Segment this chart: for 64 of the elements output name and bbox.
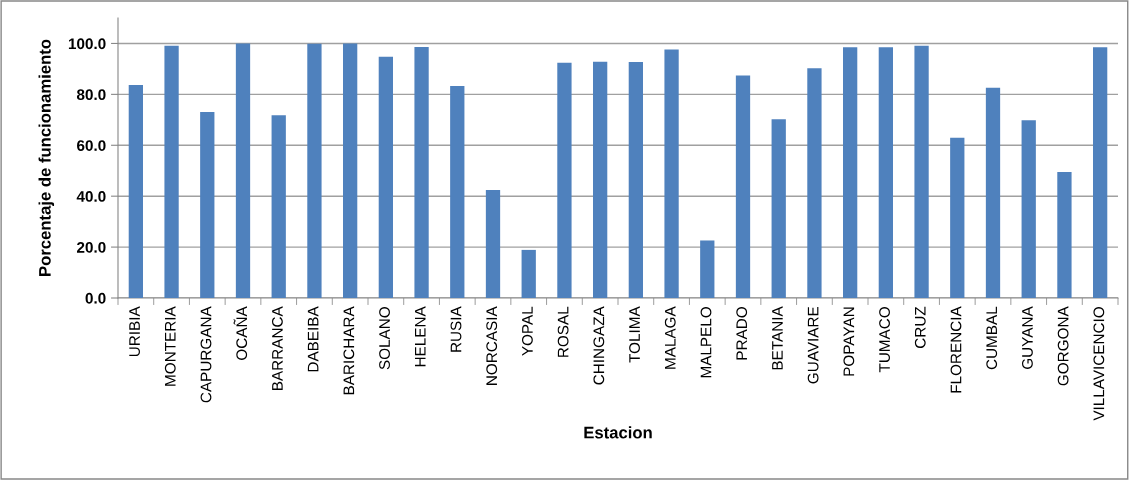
bar	[878, 47, 893, 298]
x-tick-label: BARRANCA	[272, 306, 283, 390]
bar	[128, 84, 143, 298]
x-tick-label: HELENA	[415, 306, 426, 367]
bar	[378, 56, 393, 298]
bar	[521, 249, 536, 298]
bar	[593, 61, 608, 298]
y-tick-label: 60.0	[77, 140, 106, 151]
bar	[485, 190, 501, 298]
y-tick-label: 100.0	[68, 38, 106, 50]
x-tick-label: MONTERIA	[164, 306, 176, 386]
x-tick-label: NORCASIA	[486, 306, 498, 385]
bar	[914, 45, 929, 298]
bar	[1057, 172, 1072, 298]
x-tick-label: URIBIA	[129, 306, 140, 357]
x-tick-label: POPAYAN	[843, 307, 855, 376]
x-tick-label: TUMACO	[879, 307, 890, 373]
bar	[807, 68, 822, 298]
bar	[985, 87, 1001, 298]
y-tick-label: 0.0	[85, 292, 106, 304]
bar	[414, 47, 429, 298]
x-tick-label: MALPELO	[700, 307, 712, 378]
bar	[271, 115, 286, 298]
x-tick-label: CRUZ	[914, 306, 926, 348]
bar	[1021, 120, 1036, 298]
x-tick-label: BARICHARA	[343, 306, 355, 395]
bar	[771, 119, 786, 298]
x-axis-title: Estacion	[584, 426, 652, 439]
bar	[700, 240, 715, 298]
x-tick-label: GORGONA	[1057, 306, 1069, 386]
x-tick-label: YOPAL	[522, 306, 533, 356]
bar	[557, 62, 572, 298]
bar	[950, 137, 965, 298]
bar	[664, 49, 679, 298]
x-tick-label: BETANIA	[772, 306, 783, 370]
x-tick-label: RUSIA	[450, 306, 462, 352]
x-tick-label: MALAGA	[664, 306, 676, 369]
bar	[164, 45, 179, 298]
x-tick-label: CHINGAZA	[593, 306, 605, 385]
y-tick-label: 80.0	[76, 89, 106, 101]
x-tick-label: CAPURGANA	[200, 306, 212, 403]
y-tick-label: 40.0	[76, 191, 106, 202]
x-tick-label: FLORENCIA	[950, 306, 962, 393]
bar	[1093, 47, 1108, 298]
bar	[343, 43, 358, 298]
bar	[450, 85, 465, 298]
x-tick-label: OCAÑA	[233, 306, 248, 360]
x-tick-label: PRADO	[736, 307, 748, 360]
x-tick-label: GUAVIARE	[807, 306, 819, 384]
x-tick-label: DABEIBA	[307, 306, 319, 372]
x-tick-label: VILLAVICENCIO	[1093, 307, 1105, 421]
bar	[843, 47, 858, 298]
bar	[628, 62, 643, 298]
x-tick-label: ROSAL	[557, 306, 569, 357]
y-tick-label: 20.0	[76, 241, 106, 253]
y-axis-title: Porcentaje de funcionamiento	[38, 39, 55, 276]
bar	[735, 75, 751, 298]
x-tick-label: CUMBAL	[986, 306, 998, 370]
bar	[307, 43, 322, 298]
x-tick-label: SOLANO	[379, 307, 390, 370]
x-tick-label: TOLIMA	[629, 306, 640, 363]
x-tick-label: GUYANA	[1022, 306, 1033, 369]
bar	[200, 111, 215, 298]
bar	[235, 43, 251, 298]
